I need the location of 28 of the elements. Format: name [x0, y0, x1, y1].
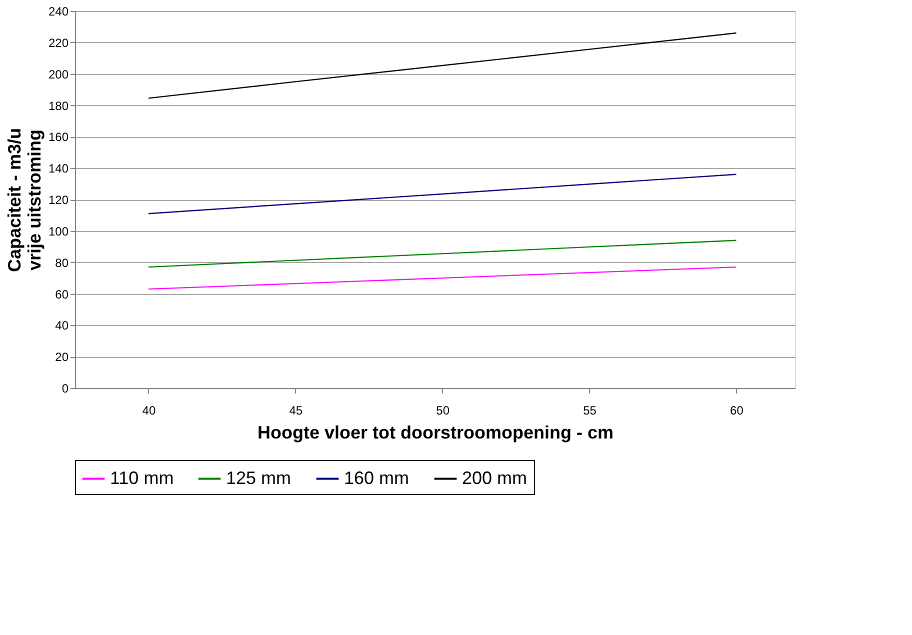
y-tick-label: 140 [48, 162, 69, 176]
legend-label: 125 mm [226, 468, 292, 488]
line-series [148, 174, 737, 214]
x-tick-label: 60 [730, 404, 744, 418]
y-tick-label: 220 [48, 36, 69, 50]
x-tick-label: 45 [289, 404, 303, 418]
y-tick-label: 0 [62, 382, 69, 396]
line-series [148, 240, 737, 268]
y-tick-label: 100 [48, 224, 69, 238]
x-tick-label: 55 [583, 404, 597, 418]
y-axis-title: Capaciteit - m3/u vrije uitstroming [4, 128, 44, 272]
y-tick-label: 40 [55, 318, 69, 333]
x-axis-title: Hoogte vloer tot doorstroomopening - cm [258, 422, 614, 442]
line-series [148, 32, 737, 99]
legend-label: 160 mm [344, 468, 410, 488]
x-tick-label: 50 [436, 404, 450, 418]
y-tick-label: 180 [48, 98, 69, 113]
y-tick-label: 120 [48, 193, 69, 207]
legend-label: 200 mm [462, 468, 528, 488]
y-tick-label: 160 [48, 130, 69, 144]
legend-label: 110 mm [110, 468, 174, 488]
y-tick-label: 240 [48, 4, 69, 18]
y-tick-label: 200 [48, 67, 69, 82]
x-tick-label: 40 [142, 404, 156, 418]
y-tick-label: 60 [55, 287, 69, 302]
y-tick-label: 80 [55, 256, 69, 270]
line-series [148, 266, 737, 290]
y-tick-label: 20 [55, 350, 69, 364]
